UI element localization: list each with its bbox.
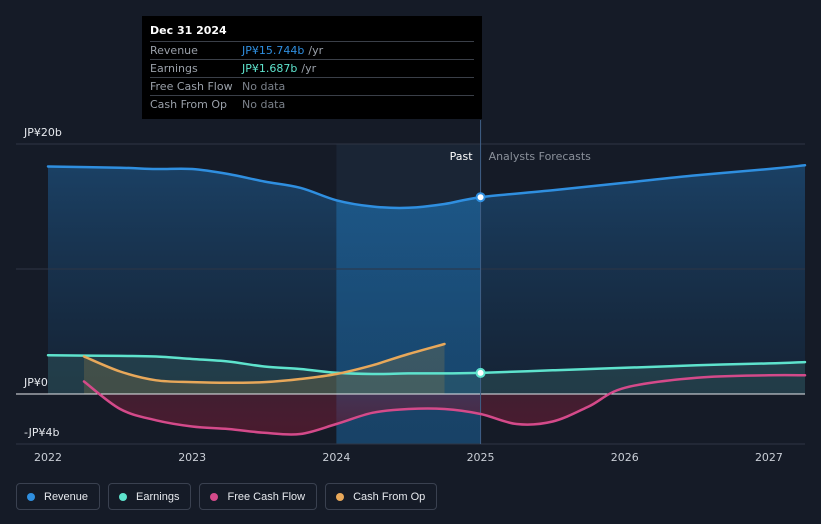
x-tick-2027: 2027: [755, 451, 783, 464]
tooltip-row-fcf: Free Cash Flow No data: [150, 77, 474, 95]
tooltip-date: Dec 31 2024: [150, 24, 227, 37]
tooltip-cfo-value: No data: [242, 98, 286, 111]
cash-from-op-line: [82, 342, 446, 385]
revenue-marker: [475, 192, 486, 203]
legend-earnings-label: Earnings: [136, 490, 180, 503]
x-tick-2026: 2026: [611, 451, 639, 464]
legend-fcf-button[interactable]: Free Cash Flow: [199, 483, 318, 510]
legend-revenue-button[interactable]: Revenue: [16, 483, 101, 510]
legend-cfo-label: Cash From Op: [353, 490, 426, 503]
y-tick-jp¥20b: JP¥20b: [23, 126, 62, 139]
legend-revenue-label: Revenue: [44, 490, 89, 503]
tooltip-revenue-value: JP¥15.744b: [242, 44, 305, 57]
revenue-line: [46, 164, 807, 210]
revenue-highlight-area: [336, 197, 481, 444]
y-tick-jp¥0: JP¥0: [23, 376, 48, 389]
earnings-line: [46, 354, 807, 376]
revenue-dot-icon: [27, 492, 35, 501]
tooltip-row-cfo: Cash From Op No data: [150, 95, 474, 113]
x-tick-2025: 2025: [467, 451, 495, 464]
tooltip-fcf-label: Free Cash Flow: [150, 80, 233, 93]
legend-cfo-button[interactable]: Cash From Op: [325, 483, 438, 510]
y-tick--jp¥4b: -JP¥4b: [24, 426, 59, 439]
cfo-dot-icon: [336, 492, 345, 501]
legend-earnings-button[interactable]: Earnings: [108, 483, 192, 510]
earnings-marker: [475, 367, 486, 378]
chart-legend: Revenue Earnings Free Cash Flow Cash Fro…: [16, 483, 438, 510]
legend-fcf-label: Free Cash Flow: [227, 490, 306, 503]
fcf-dot-icon: [210, 492, 219, 501]
free-cash-flow-line: [82, 373, 807, 436]
tooltip-earnings-unit: /yr: [301, 62, 317, 75]
tooltip-revenue-label: Revenue: [150, 44, 198, 57]
tooltip-fcf-value: No data: [242, 80, 286, 93]
forecast-label: Analysts Forecasts: [489, 150, 592, 163]
free-cash-flow-area: [84, 394, 805, 435]
x-tick-2024: 2024: [322, 451, 350, 464]
cash-from-op-area: [84, 344, 445, 394]
tooltip-cfo-label: Cash From Op: [150, 98, 228, 111]
earnings-dot-icon: [119, 492, 128, 501]
x-tick-2022: 2022: [34, 451, 62, 464]
x-tick-2023: 2023: [178, 451, 206, 464]
tooltip-row-earnings: Earnings JP¥1.687b /yr: [150, 59, 474, 77]
hover-tooltip: Dec 31 2024 Revenue JP¥15.744b /yr Earni…: [142, 16, 482, 119]
tooltip-earnings-label: Earnings: [150, 62, 198, 75]
tooltip-earnings-value: JP¥1.687b: [242, 62, 298, 75]
past-label: Past: [450, 150, 474, 163]
tooltip-revenue-unit: /yr: [308, 44, 324, 57]
tooltip-row-revenue: Revenue JP¥15.744b /yr: [150, 41, 474, 59]
